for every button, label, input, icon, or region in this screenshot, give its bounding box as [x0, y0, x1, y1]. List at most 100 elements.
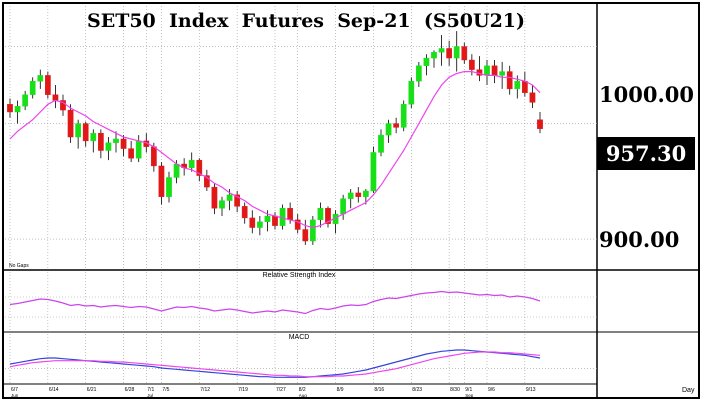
- date-tick-label: 6/7: [11, 387, 18, 393]
- candle-body: [514, 80, 521, 90]
- candle-body: [105, 142, 112, 151]
- date-tick-label: 8/2: [299, 387, 306, 393]
- date-tick-label: 9/6: [488, 387, 495, 393]
- candle-body: [45, 75, 51, 95]
- candle-body: [446, 48, 452, 59]
- candle-body: [272, 215, 278, 226]
- moving-average-line: [9, 70, 541, 229]
- candle-body: [234, 194, 240, 207]
- candle-body: [506, 71, 513, 90]
- macd-series: [9, 349, 541, 378]
- candle-body: [22, 94, 28, 107]
- date-tick-label: 7/19: [238, 387, 248, 393]
- candle-body: [52, 94, 59, 101]
- candle-body: [98, 132, 104, 151]
- candle-body: [529, 92, 536, 103]
- candle-body: [75, 123, 81, 138]
- candle-body: [484, 65, 490, 76]
- candle-body: [370, 152, 377, 192]
- candle-body: [226, 194, 233, 201]
- date-tick-label: 6/21: [87, 387, 97, 393]
- rsi-series: [9, 290, 541, 315]
- candle-body: [347, 192, 354, 199]
- grid-lines: [5, 6, 597, 383]
- candle-body: [90, 132, 97, 142]
- date-tick-label: 7/27: [276, 387, 286, 393]
- candle-body: [355, 192, 362, 197]
- candle-body: [499, 71, 505, 76]
- candle-body: [340, 198, 346, 215]
- candle-body: [378, 134, 384, 153]
- moving-average-series: [9, 70, 541, 229]
- candle-body: [7, 104, 13, 113]
- date-tick-label: 6/28: [125, 387, 135, 393]
- last-price-badge: 957.30: [597, 137, 695, 170]
- date-tick-label: 8/23: [412, 387, 422, 393]
- candle-body: [113, 138, 119, 144]
- candle-body: [325, 208, 331, 224]
- candle-body: [158, 165, 165, 197]
- candle-body: [257, 221, 263, 228]
- candle-body: [363, 190, 369, 197]
- candle-body: [219, 200, 225, 209]
- candle-body: [188, 159, 195, 169]
- candle-body: [287, 208, 293, 221]
- candle-body: [431, 52, 437, 59]
- candle-body: [14, 106, 21, 113]
- month-tick-label: Jul: [147, 393, 153, 398]
- candle-body: [128, 148, 134, 159]
- candle-body: [310, 219, 316, 242]
- candle-body: [522, 80, 528, 93]
- candle-body: [294, 219, 301, 230]
- macd-panel-title: MACD: [288, 334, 310, 341]
- date-tick-label: 9/13: [526, 387, 536, 393]
- date-tick-label: 8/16: [374, 387, 384, 393]
- axis-labels: 6/7 6/14 6/21 6/28 7/1 7/5 7/12 7/19 7/27 8/2 8/9 8…: [11, 387, 536, 398]
- candle-body: [469, 59, 475, 70]
- date-tick-label: 7/1: [147, 387, 154, 393]
- candle-body: [302, 229, 309, 242]
- candle-body: [537, 119, 543, 129]
- candle-body: [385, 123, 392, 136]
- candle-body: [37, 75, 44, 82]
- price-tick-900: 900.00: [599, 227, 680, 252]
- candle-body: [317, 208, 324, 221]
- month-tick-label: Aug: [299, 393, 308, 398]
- month-tick-label: Jun: [11, 393, 19, 398]
- date-tick-label: 8/9: [337, 387, 344, 393]
- date-tick-label: 6/14: [49, 387, 59, 393]
- date-tick-label: 9/1: [465, 387, 472, 393]
- no-gaps-note: No Gaps: [9, 263, 29, 269]
- rsi-panel-title: Relative Strength Index: [262, 272, 336, 279]
- candle-body: [29, 80, 36, 95]
- date-tick-label: 8/30: [450, 387, 460, 393]
- month-tick-label: Sep: [465, 393, 474, 398]
- candle-body: [491, 65, 498, 76]
- candle-body: [438, 48, 445, 53]
- candle-body: [82, 123, 89, 142]
- price-tick-1000: 1000.00: [599, 82, 694, 107]
- macd-signal-line: [9, 351, 541, 378]
- candle-body: [400, 104, 407, 128]
- candle-body: [249, 217, 256, 228]
- date-tick-label: 7/12: [200, 387, 210, 393]
- candle-body: [453, 46, 460, 59]
- rsi-line: [9, 290, 541, 315]
- candle-body: [264, 215, 271, 222]
- candle-body: [135, 140, 142, 159]
- chart-title: SET50 Index Futures Sep-21 (S50U21): [86, 10, 526, 32]
- x-axis-label: Day: [682, 387, 695, 394]
- candle-body: [60, 100, 66, 111]
- candle-body: [196, 159, 203, 176]
- date-tick-label: 7/5: [162, 387, 169, 393]
- macd-line: [9, 349, 541, 378]
- candle-body: [241, 206, 248, 219]
- candlestick-series: [7, 31, 543, 245]
- candle-body: [461, 46, 468, 61]
- candle-body: [151, 146, 157, 167]
- candle-body: [211, 186, 218, 209]
